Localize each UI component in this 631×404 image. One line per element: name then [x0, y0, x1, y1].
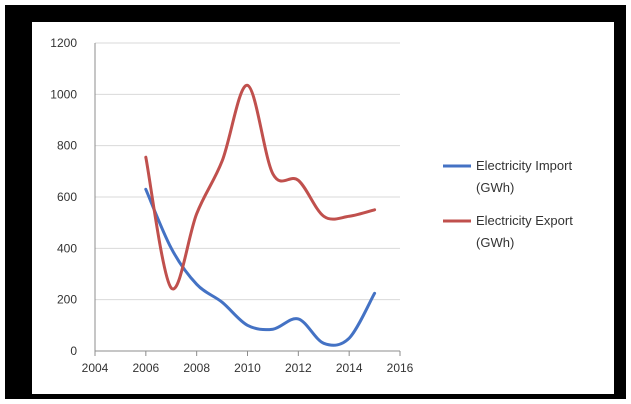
legend-label: Electricity Export	[476, 213, 573, 228]
x-tick-label: 2008	[183, 361, 210, 375]
legend-label: (GWh)	[476, 180, 514, 195]
y-tick-label: 1200	[50, 36, 77, 50]
y-tick-label: 0	[70, 344, 77, 358]
y-tick-label: 400	[57, 241, 77, 255]
import-series-line	[144, 187, 377, 347]
x-tick-label: 2014	[336, 361, 363, 375]
x-tick-label: 2016	[387, 361, 414, 375]
legend-label: Electricity Import	[476, 158, 572, 173]
y-tick-label: 600	[57, 190, 77, 204]
y-tick-label: 200	[57, 293, 77, 307]
y-tick-label: 1000	[50, 87, 77, 101]
x-tick-label: 2012	[285, 361, 312, 375]
x-tick-label: 2004	[82, 361, 109, 375]
x-tick-label: 2010	[234, 361, 261, 375]
export-series-line	[144, 83, 377, 291]
chart-frame: 0 200 400 600 800 1000 1200 2004 2006 2008 2010 201…	[5, 5, 626, 399]
legend-label: (GWh)	[476, 235, 514, 250]
chart-panel: 0 200 400 600 800 1000 1200 2004 2006 2008 2010 201…	[32, 22, 614, 394]
line-chart: 0 200 400 600 800 1000 1200 2004 2006 2008 2010 201…	[50, 36, 573, 375]
y-tick-label: 800	[57, 139, 77, 153]
x-tick-label: 2006	[132, 361, 159, 375]
